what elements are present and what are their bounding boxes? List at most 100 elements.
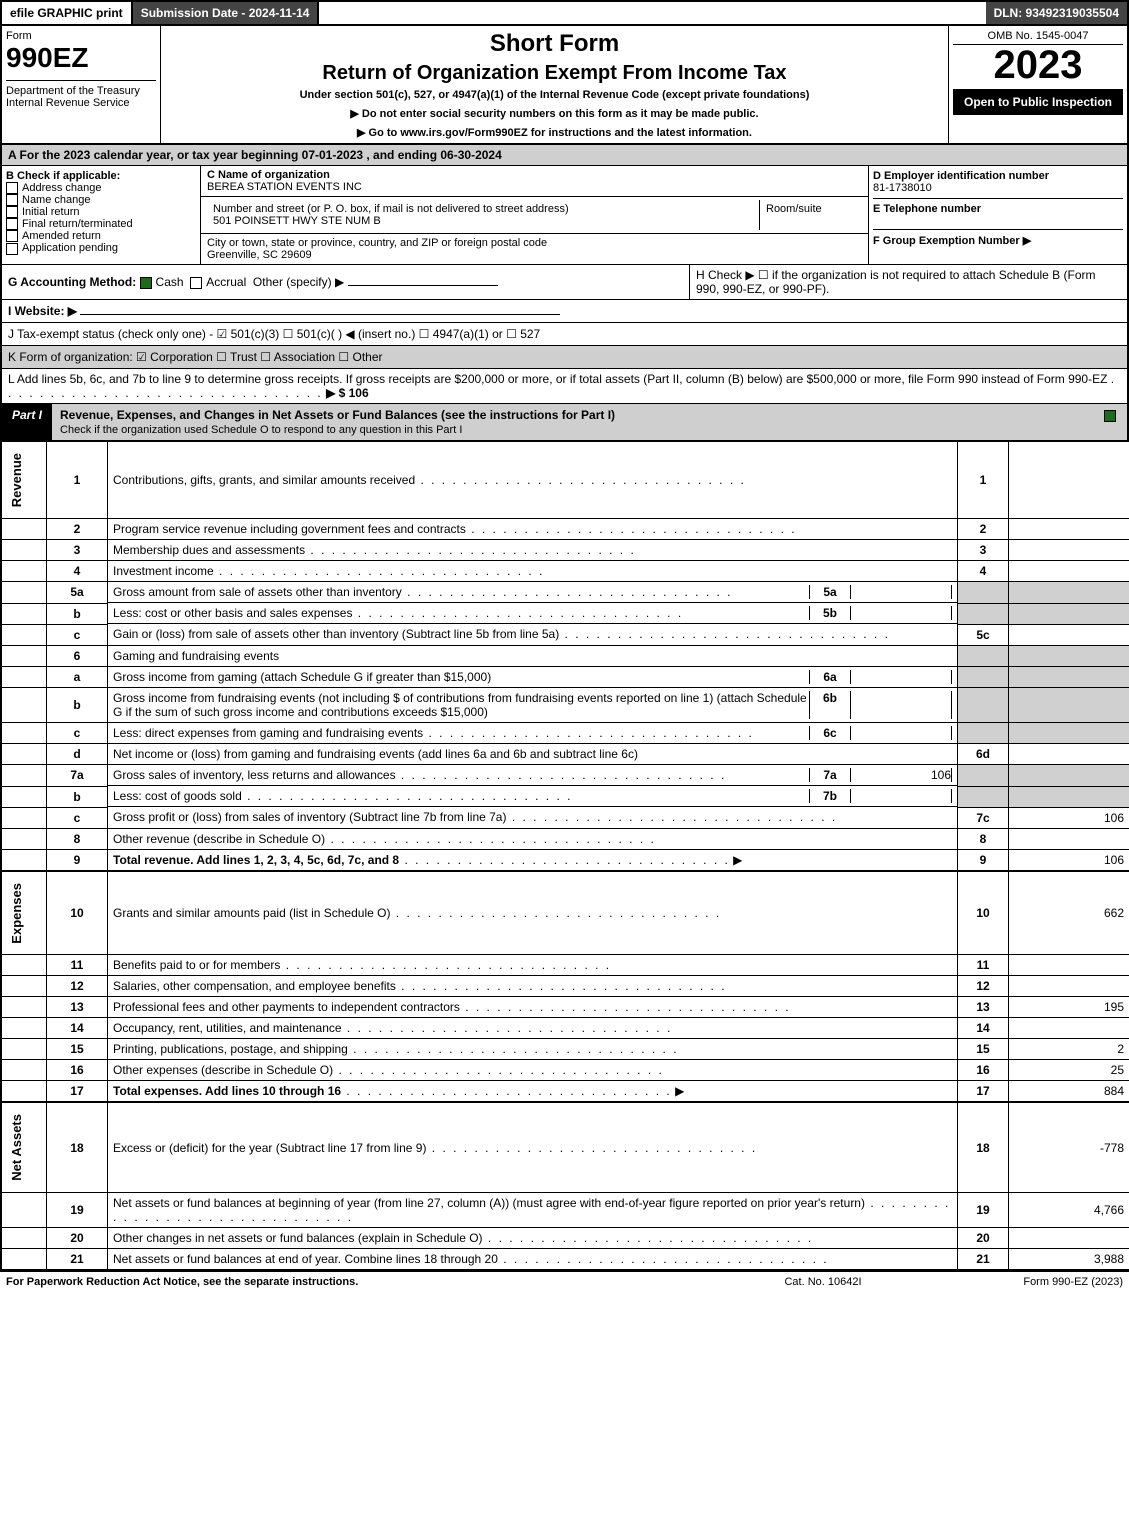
row-20: 20 Other changes in net assets or fund b… [1, 1228, 1129, 1249]
org-name-label: C Name of organization [207, 169, 862, 181]
e-tel-label: E Telephone number [873, 198, 1123, 215]
section-bcd: B Check if applicable: Address change Na… [0, 166, 1129, 264]
footer-catno: Cat. No. 10642I [723, 1276, 923, 1288]
chk-address-change[interactable]: Address change [6, 182, 196, 194]
part-1-header: Part I Revenue, Expenses, and Changes in… [0, 404, 1129, 442]
row-21: 21 Net assets or fund balances at end of… [1, 1249, 1129, 1271]
efile-label[interactable]: efile GRAPHIC print [2, 2, 133, 24]
part-1-subtitle: Check if the organization used Schedule … [60, 424, 462, 436]
row-13: 13 Professional fees and other payments … [1, 997, 1129, 1018]
f-group-label: F Group Exemption Number ▶ [873, 229, 1123, 247]
dept-label: Department of the Treasury Internal Reve… [6, 80, 156, 109]
val-17: 884 [1009, 1081, 1129, 1103]
row-6c: c Less: direct expenses from gaming and … [1, 723, 1129, 744]
row-4: 4 Investment income 4 [1, 561, 1129, 582]
row-3: 3 Membership dues and assessments 3 [1, 540, 1129, 561]
val-18: -778 [1009, 1102, 1129, 1192]
tax-exempt-status: J Tax-exempt status (check only one) - ☑… [2, 324, 1127, 344]
footer-left: For Paperwork Reduction Act Notice, see … [6, 1276, 723, 1288]
row-8: 8 Other revenue (describe in Schedule O)… [1, 828, 1129, 849]
instr-2[interactable]: ▶ Go to www.irs.gov/Form990EZ for instru… [171, 126, 938, 139]
row-10: Expenses 10 Grants and similar amounts p… [1, 871, 1129, 955]
chk-amended-return[interactable]: Amended return [6, 230, 196, 242]
val-7c: 106 [1009, 807, 1129, 828]
part-1-badge: Part I [2, 404, 52, 440]
row-18: Net Assets 18 Excess or (deficit) for th… [1, 1102, 1129, 1192]
chk-initial-return[interactable]: Initial return [6, 206, 196, 218]
row-12: 12 Salaries, other compensation, and emp… [1, 976, 1129, 997]
part-1-title: Revenue, Expenses, and Changes in Net As… [52, 404, 1097, 440]
g-other: Other (specify) ▶ [253, 275, 344, 289]
header-middle: Short Form Return of Organization Exempt… [161, 26, 949, 143]
row-5c: c Gain or (loss) from sale of assets oth… [1, 624, 1129, 645]
dln-label: DLN: 93492319035504 [986, 2, 1127, 24]
ein-value: 81-1738010 [873, 182, 1123, 194]
tax-year: 2023 [953, 45, 1123, 85]
form-of-org: K Form of organization: ☑ Corporation ☐ … [2, 347, 1127, 367]
chk-name-change[interactable]: Name change [6, 194, 196, 206]
section-a: A For the 2023 calendar year, or tax yea… [0, 145, 1129, 166]
website-input[interactable] [80, 314, 560, 315]
chk-accrual[interactable] [190, 277, 202, 289]
row-9: 9 Total revenue. Add lines 1, 2, 3, 4, 5… [1, 849, 1129, 871]
city-cell: City or town, state or province, country… [201, 234, 868, 264]
row-16: 16 Other expenses (describe in Schedule … [1, 1060, 1129, 1081]
addr-value: 501 POINSETT HWY STE NUM B [213, 215, 753, 227]
chk-application-pending[interactable]: Application pending [6, 242, 196, 254]
row-15: 15 Printing, publications, postage, and … [1, 1039, 1129, 1060]
row-6a: a Gross income from gaming (attach Sched… [1, 666, 1129, 688]
val-16: 25 [1009, 1060, 1129, 1081]
section-i: I Website: ▶ [0, 300, 1129, 323]
row-19: 19 Net assets or fund balances at beginn… [1, 1193, 1129, 1228]
section-l: L Add lines 5b, 6c, and 7b to line 9 to … [0, 369, 1129, 404]
row-17: 17 Total expenses. Add lines 10 through … [1, 1081, 1129, 1103]
row-7b: b Less: cost of goods sold 7b [1, 786, 1129, 807]
city-label: City or town, state or province, country… [207, 237, 862, 249]
revenue-side-label: Revenue [7, 445, 26, 515]
open-public-badge: Open to Public Inspection [953, 89, 1123, 115]
row-7c: c Gross profit or (loss) from sales of i… [1, 807, 1129, 828]
val-7a: 106 [851, 768, 952, 782]
footer-formref: Form 990-EZ (2023) [923, 1276, 1123, 1288]
row-6d: d Net income or (loss) from gaming and f… [1, 744, 1129, 765]
form-label: Form [6, 30, 156, 42]
section-g-h: G Accounting Method: Cash Accrual Other … [0, 264, 1129, 300]
line-l-text: L Add lines 5b, 6c, and 7b to line 9 to … [8, 372, 1107, 386]
form-number: 990EZ [6, 42, 156, 74]
row-11: 11 Benefits paid to or for members 11 [1, 955, 1129, 976]
row-5b: b Less: cost or other basis and sales ex… [1, 603, 1129, 624]
chk-final-return[interactable]: Final return/terminated [6, 218, 196, 230]
val-10: 662 [1009, 871, 1129, 955]
org-name: BEREA STATION EVENTS INC [207, 181, 862, 193]
section-b-title: B Check if applicable: [6, 170, 196, 182]
val-15: 2 [1009, 1039, 1129, 1060]
line-l-amount: ▶ $ 106 [326, 386, 369, 400]
section-k: K Form of organization: ☑ Corporation ☐ … [0, 346, 1129, 369]
part-1-checkbox[interactable] [1097, 404, 1127, 440]
val-9: 106 [1009, 849, 1129, 871]
section-j: J Tax-exempt status (check only one) - ☑… [0, 323, 1129, 346]
return-title: Return of Organization Exempt From Incom… [171, 62, 938, 85]
part-1-table: Revenue 1 Contributions, gifts, grants, … [0, 442, 1129, 1271]
section-def: D Employer identification number 81-1738… [869, 166, 1127, 264]
city-value: Greenville, SC 29609 [207, 249, 862, 261]
website-label: I Website: ▶ [8, 304, 77, 318]
expenses-side-label: Expenses [7, 875, 26, 952]
submission-date: Submission Date - 2024-11-14 [133, 2, 320, 24]
short-form-title: Short Form [171, 30, 938, 58]
addr-cell: Number and street (or P. O. box, if mail… [201, 197, 868, 234]
section-c: C Name of organization BEREA STATION EVE… [201, 166, 869, 264]
g-label: G Accounting Method: [8, 275, 136, 289]
instr-1: ▶ Do not enter social security numbers o… [171, 107, 938, 120]
header-left: Form 990EZ Department of the Treasury In… [2, 26, 161, 143]
row-2: 2 Program service revenue including gove… [1, 519, 1129, 540]
chk-cash[interactable] [140, 277, 152, 289]
row-14: 14 Occupancy, rent, utilities, and maint… [1, 1018, 1129, 1039]
row-1: Revenue 1 Contributions, gifts, grants, … [1, 442, 1129, 519]
val-19: 4,766 [1009, 1193, 1129, 1228]
row-5a: 5a Gross amount from sale of assets othe… [1, 582, 1129, 604]
org-name-cell: C Name of organization BEREA STATION EVE… [201, 166, 868, 197]
header-right: OMB No. 1545-0047 2023 Open to Public In… [949, 26, 1127, 143]
form-header: Form 990EZ Department of the Treasury In… [0, 26, 1129, 145]
row-7a: 7a Gross sales of inventory, less return… [1, 765, 1129, 787]
